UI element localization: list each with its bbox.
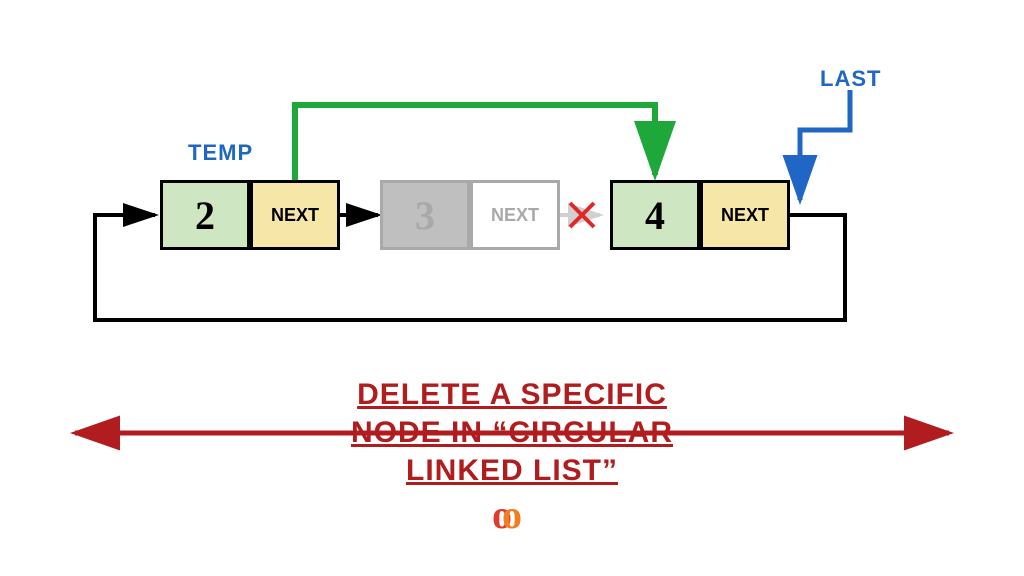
node-next-n3: NEXT [700, 180, 790, 250]
title-line-3: LINKED LIST” [0, 454, 1024, 488]
node-next-n2: NEXT [470, 180, 560, 250]
node-next-n1: NEXT [250, 180, 340, 250]
title-line-1: DELETE A SPECIFIC [0, 378, 1024, 412]
edge-bypass-green [295, 105, 655, 180]
pointer-label-last: LAST [820, 66, 881, 92]
infinity-right: o [502, 492, 522, 537]
title-line-2: NODE IN “CIRCULAR [0, 416, 1024, 450]
infinity-left: o [492, 492, 502, 537]
pointer-last-arrow [800, 90, 850, 200]
cross-icon [570, 203, 594, 227]
infinity-icon: oo [492, 495, 522, 535]
pointer-label-temp: TEMP [188, 140, 253, 166]
node-value-n1: 2 [160, 180, 250, 250]
node-value-n2: 3 [380, 180, 470, 250]
node-value-n3: 4 [610, 180, 700, 250]
